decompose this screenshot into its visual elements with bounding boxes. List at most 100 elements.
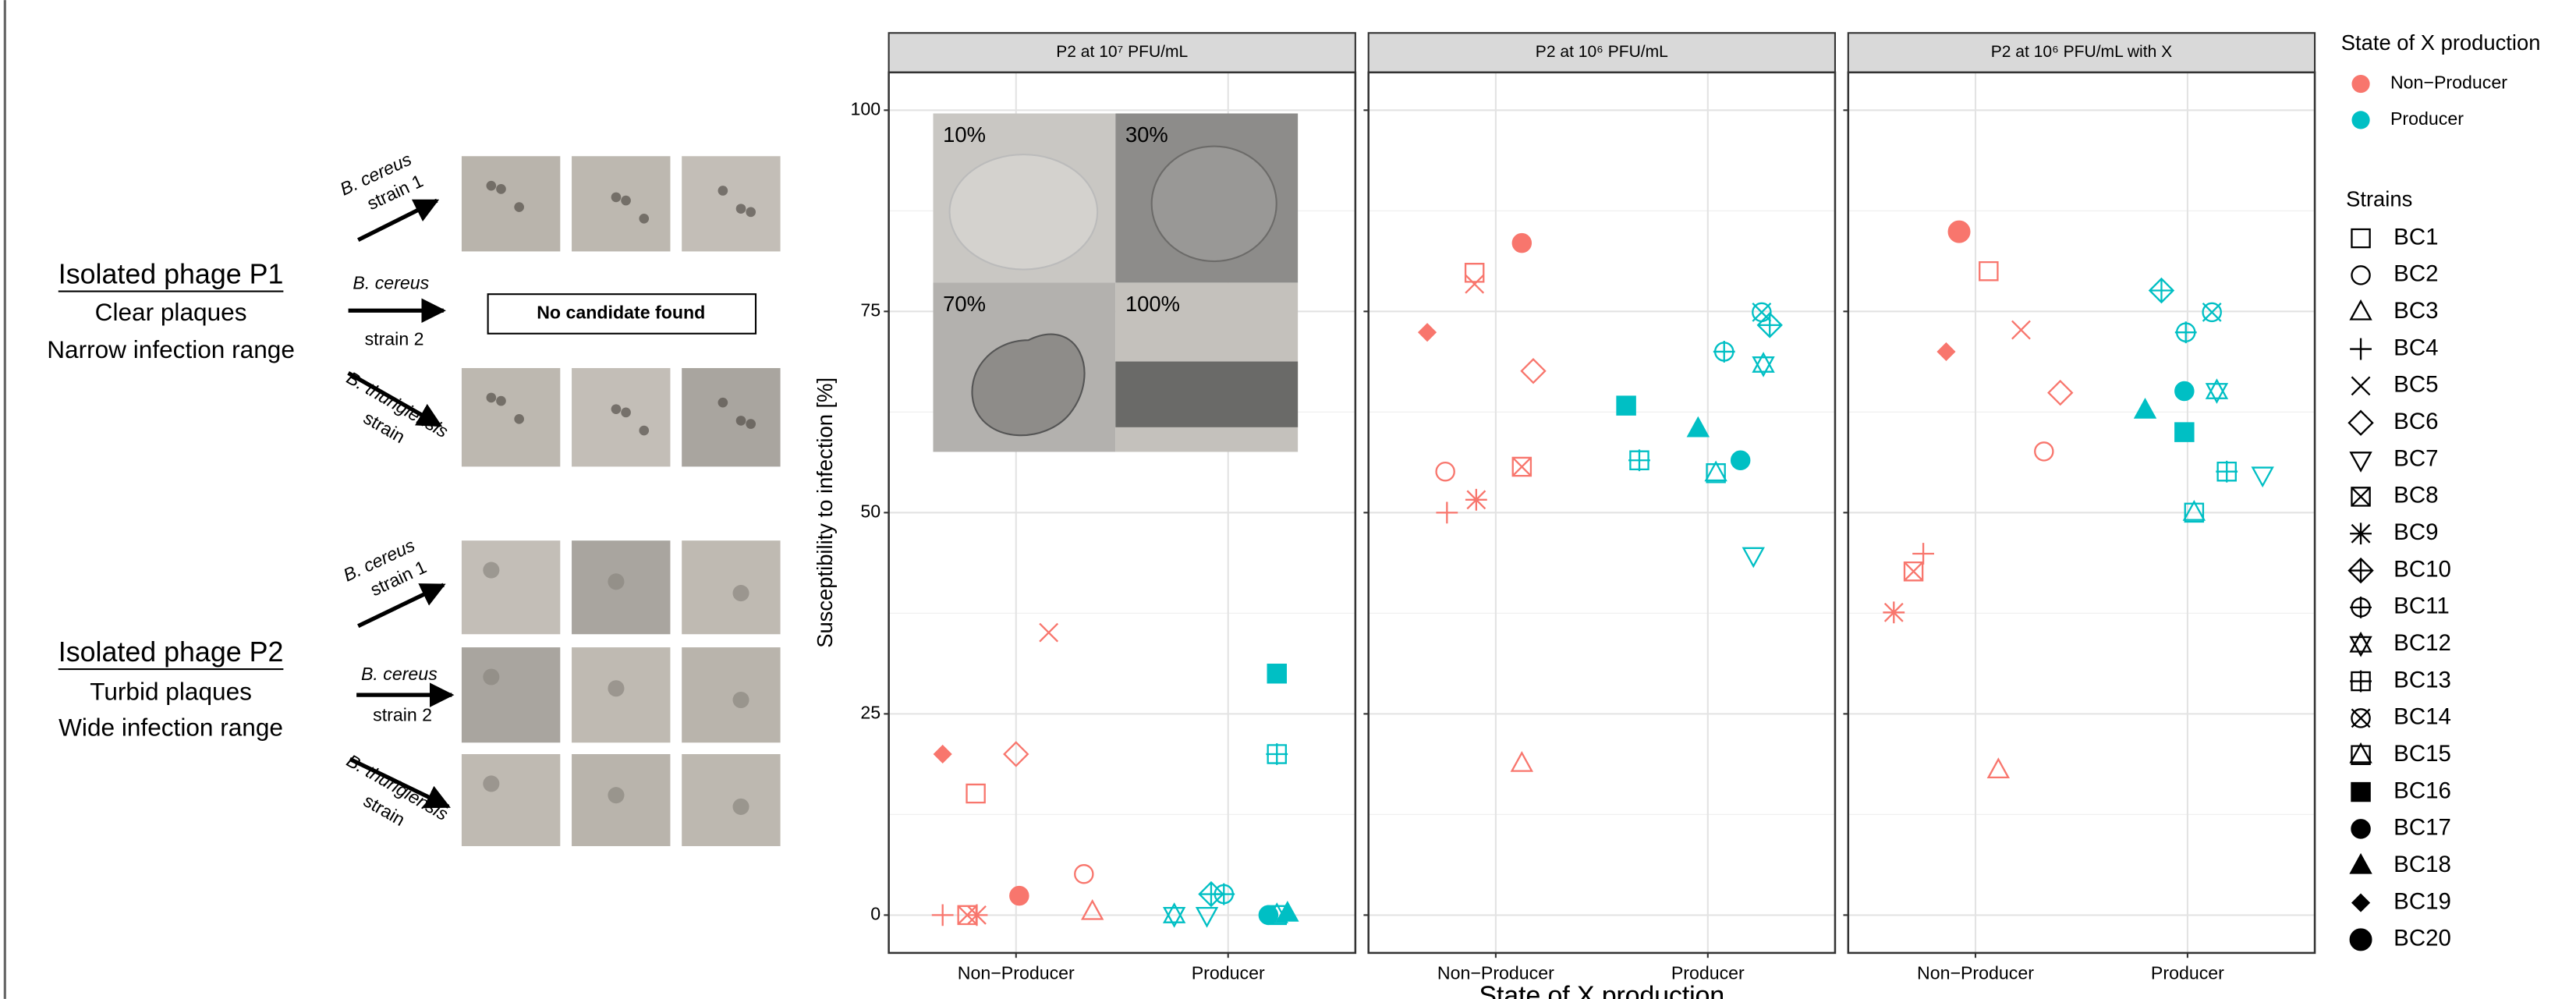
legend-key [2351,744,2370,763]
plaque [483,562,499,579]
plaque [611,193,622,203]
marker-part [1513,234,1531,252]
marker-part [2351,452,2370,470]
legend-label: Producer [2390,108,2464,129]
phage-desc: Wide infection range [58,714,283,742]
x-tick-label: Non−Producer [1437,962,1554,983]
marker-part [1618,397,1635,415]
host-species: B. cereus [361,664,438,684]
legend-key [2351,266,2369,284]
y-tick-label: 100 [850,98,881,119]
plaque-photo [682,754,780,846]
marker-part [2351,266,2369,284]
legend-label: BC3 [2394,298,2438,324]
x-tick-label: Non−Producer [958,962,1075,983]
no-candidate: No candidate found [537,303,705,323]
legend-label: Non−Producer [2390,73,2507,93]
legend-label: BC8 [2394,483,2438,508]
inset-plaque [950,154,1098,269]
data-point [1465,489,1487,511]
plaque [733,585,749,601]
host-species: B. cereus [353,273,429,293]
plaque [746,419,756,429]
plaque [608,573,624,590]
marker-part [2351,709,2369,727]
marker-part [2351,301,2370,319]
plaque-photo [462,368,560,466]
inset-plaque [1115,362,1298,427]
legend-label: BC7 [2394,445,2438,471]
legend-key [2350,338,2372,360]
plaque [608,787,624,803]
phage-desc: Narrow infection range [47,335,295,363]
marker-part [2350,560,2372,582]
legend-key [2351,820,2369,838]
data-point [2175,423,2193,441]
panel-title: P2 at 10⁶ PFU/mL with X [1991,43,2172,61]
figure: Isolated phage P1 Clear plaques Narrow i… [0,0,2576,999]
marker-part [2175,382,2193,400]
legend-label: BC2 [2394,261,2438,287]
plaque [483,668,499,685]
legend-label: BC11 [2394,593,2450,619]
legend-swatch [2351,111,2369,129]
phage-desc: Clear plaques [95,298,247,326]
plaque-photo [572,156,670,251]
plaque [514,202,524,212]
legend-key [2351,301,2370,319]
phage-title: Isolated phage P1 [58,258,284,289]
host-strain: strain 2 [373,705,432,725]
plaque-photo [682,368,780,466]
legend-title: Strains [2346,186,2412,211]
legend-label: BC16 [2394,778,2451,803]
plaque-photo [682,540,780,634]
plaque [608,680,624,696]
marker-part [2351,744,2370,762]
arrow [349,373,441,425]
legend-key [2351,783,2369,801]
plaque [718,186,728,196]
host-strain: strain 2 [365,328,424,349]
plaque [496,184,506,194]
inset-label: 10% [943,122,986,147]
legend-key [2351,377,2369,395]
data-point [2175,382,2193,400]
legend-swatch [2351,75,2369,93]
plaque [639,426,649,436]
marker-part [2351,855,2370,873]
marker-part [1010,887,1028,905]
legend-key [2351,229,2369,247]
marker-part [2351,930,2372,951]
plaque [733,799,749,815]
x-tick-label: Producer [1671,962,1745,983]
plaque [718,398,728,408]
marker-part [2353,894,2369,911]
plaque [483,775,499,792]
inset-label: 70% [943,292,986,316]
marker-part [2351,487,2369,505]
legend-label: BC19 [2394,888,2451,914]
x-tick-label: Producer [1192,962,1265,983]
legend-key [2349,411,2372,434]
data-point [1949,221,1970,243]
panel-title: P2 at 10⁷ PFU/mL [1056,43,1188,61]
plaque-photo [462,647,560,742]
legend-label: BC15 [2394,741,2451,767]
x-tick-label: Producer [2151,962,2224,983]
marker-part [2351,377,2369,395]
marker-part [1731,452,1749,469]
legend-title: State of X production [2341,30,2541,55]
marker-part [2350,671,2372,693]
legend-label: BC1 [2394,224,2438,250]
plaque [514,414,524,424]
plaque-photo [462,540,560,634]
phage-title: Isolated phage P2 [58,636,284,668]
inset-plaque [1152,147,1277,261]
legend-key [2351,633,2370,655]
marker-part [2350,338,2372,360]
legend-key [2350,523,2372,544]
plaque [621,408,631,418]
phage-desc: Turbid plaques [90,677,252,705]
plaque [611,404,622,414]
marker-part [1949,221,1970,243]
